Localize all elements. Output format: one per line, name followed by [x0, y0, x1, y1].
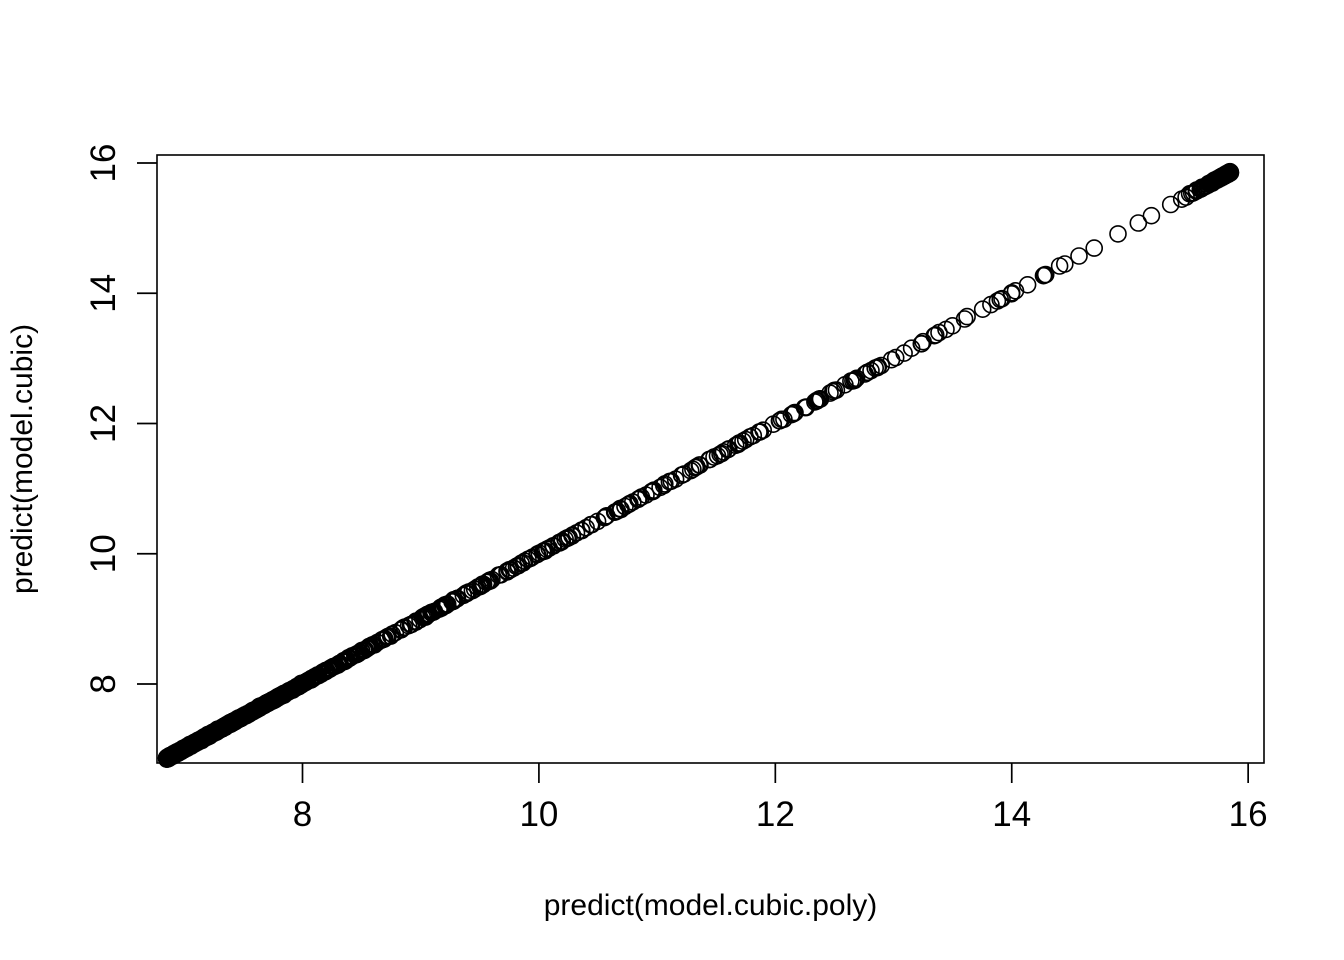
- svg-text:14: 14: [84, 274, 123, 313]
- svg-text:8: 8: [84, 674, 123, 693]
- svg-text:16: 16: [1229, 795, 1268, 834]
- svg-text:12: 12: [756, 795, 795, 834]
- svg-text:predict(model.cubic.poly): predict(model.cubic.poly): [544, 889, 877, 922]
- svg-text:16: 16: [84, 144, 123, 183]
- svg-text:8: 8: [293, 795, 312, 834]
- svg-text:predict(model.cubic): predict(model.cubic): [6, 324, 39, 594]
- svg-text:10: 10: [519, 795, 558, 834]
- svg-text:14: 14: [992, 795, 1031, 834]
- svg-text:12: 12: [84, 404, 123, 443]
- svg-text:10: 10: [84, 534, 123, 573]
